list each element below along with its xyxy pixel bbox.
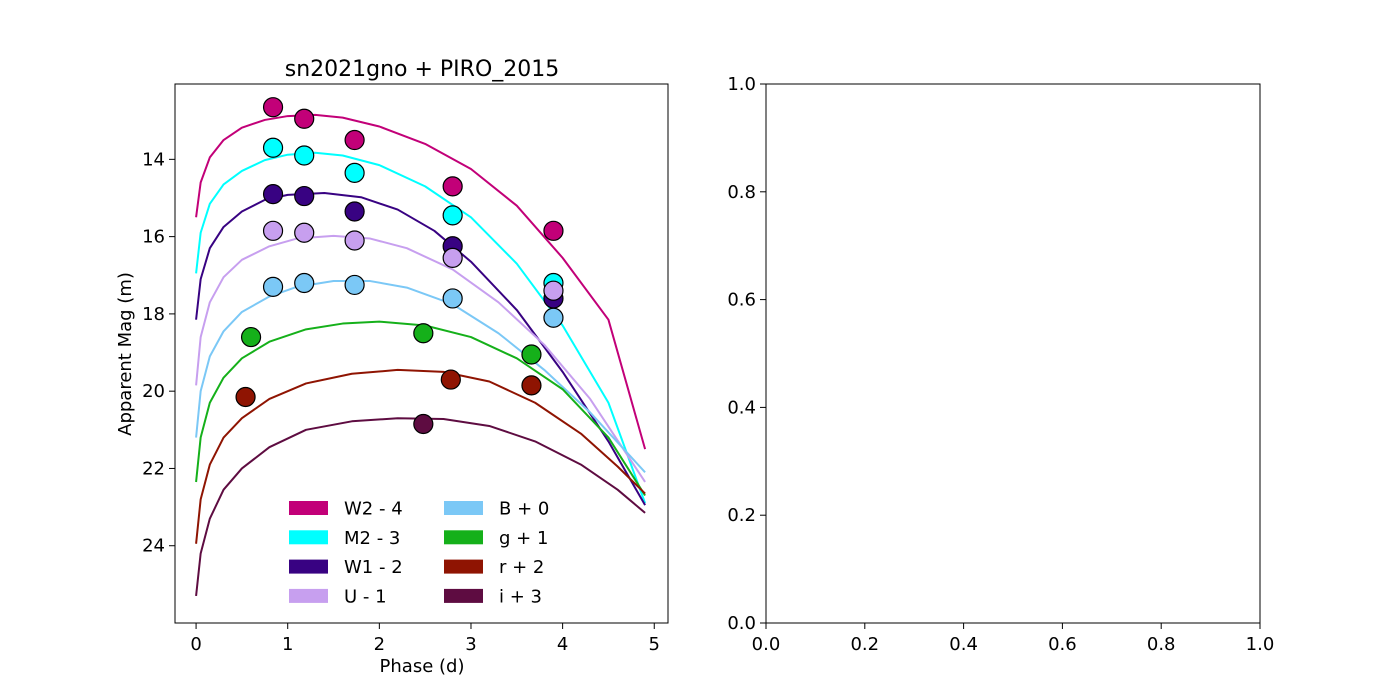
model-curve-1 [195, 113, 647, 450]
empty-axes-chart: 0.0 0.2 0.4 0.6 0.8 1.0 0.0 0.2 0.4 0.6 0.8 1.0 [727, 74, 1274, 655]
data-point-2-1 [262, 137, 284, 158]
y-tick-label: 16 [142, 227, 165, 248]
y-tick-label: 22 [142, 458, 165, 479]
x-axis-ticks-right: 0.0 0.2 0.4 0.6 0.8 1.0 [752, 623, 1275, 655]
y-tick-label: 1.0 [727, 74, 756, 95]
model-curve-4 [195, 234, 646, 483]
y-axis-ticks-right: 0.0 0.2 0.4 0.6 0.8 1.0 [727, 74, 766, 634]
data-point-7-3 [521, 375, 542, 396]
legend-swatch [444, 501, 483, 515]
x-tick-label: 0.2 [850, 634, 879, 655]
legend-label: W2 - 4 [344, 499, 403, 520]
x-tick-label: 0.8 [1147, 634, 1176, 655]
x-tick-label: 0.6 [1048, 634, 1077, 655]
x-tick-label: 4 [557, 634, 568, 655]
legend-swatch [444, 530, 483, 545]
data-point-2-3 [344, 162, 365, 183]
data-point-4-4 [442, 247, 463, 268]
data-point-6-1 [240, 326, 262, 348]
data-point-4-1 [262, 220, 284, 241]
chart-title: sn2021gno + PIRO_2015 [285, 57, 560, 82]
legend-label: B + 0 [499, 499, 549, 520]
data-point-3-2 [294, 185, 315, 207]
legend-swatch [444, 588, 483, 603]
x-tick-label: 0.4 [949, 634, 978, 655]
x-tick-label: 2 [374, 634, 385, 655]
legend-swatch [289, 501, 328, 515]
y-tick-label: 0.6 [727, 290, 756, 311]
y-tick-label: 0.2 [727, 505, 756, 526]
legend-swatch [289, 559, 328, 574]
light-curve-chart: sn2021gno + PIRO_2015 0 1 2 3 4 5 14 16 18 20 22 2… [115, 57, 669, 677]
model-curve-8 [195, 417, 646, 597]
model-curves [195, 113, 647, 597]
data-point-3-1 [262, 184, 284, 205]
data-point-1-2 [294, 108, 315, 129]
data-point-5-1 [262, 276, 284, 297]
data-point-5-4 [442, 288, 463, 309]
y-tick-label: 0.4 [727, 397, 756, 418]
data-point-1-3 [344, 129, 365, 151]
legend: W2 - 4 M2 - 3 W1 - 2 U - 1 B + 0 g + 1 r + 2 i … [289, 499, 549, 607]
x-tick-label: 5 [649, 634, 660, 655]
data-point-4-3 [344, 230, 365, 251]
data-point-5-3 [344, 274, 365, 296]
y-tick-label: 24 [142, 536, 165, 557]
plot-frame-left [174, 83, 669, 624]
y-tick-label: 20 [142, 381, 165, 402]
model-curve-7 [195, 368, 646, 544]
x-tick-label: 1.0 [1246, 634, 1275, 655]
y-axis-ticks: 14 16 18 20 22 24 [142, 149, 175, 557]
data-point-7-1 [235, 386, 256, 408]
data-point-7-2 [440, 369, 461, 390]
x-axis-label: Phase (d) [380, 656, 465, 677]
data-point-3-3 [344, 201, 365, 222]
x-tick-label: 1 [282, 634, 293, 655]
model-curve-2 [195, 151, 647, 504]
legend-label: M2 - 3 [344, 528, 400, 549]
legend-label: i + 3 [499, 586, 542, 607]
x-axis-ticks: 0 1 2 3 4 5 [190, 623, 660, 655]
data-point-6-3 [521, 344, 542, 365]
legend-label: r + 2 [499, 557, 544, 578]
legend-label: W1 - 2 [344, 557, 403, 578]
data-point-8-1 [413, 413, 434, 435]
data-point-1-4 [442, 176, 463, 197]
plot-frame-right [765, 83, 1261, 624]
y-tick-label: 18 [142, 304, 165, 325]
data-point-4-2 [294, 222, 315, 243]
data-point-5-5 [543, 307, 564, 328]
legend-label: U - 1 [344, 586, 387, 607]
y-axis-label: Apparent Mag (m) [115, 272, 136, 436]
model-curve-6 [195, 320, 646, 497]
x-tick-label: 0.0 [752, 634, 781, 655]
x-tick-label: 0 [190, 634, 201, 655]
data-point-1-5 [543, 220, 564, 241]
y-tick-label: 0.8 [727, 182, 756, 203]
data-point-2-4 [442, 205, 463, 226]
legend-label: g + 1 [499, 528, 548, 549]
y-tick-label: 14 [142, 149, 165, 170]
data-point-2-2 [294, 145, 315, 166]
observed-points [235, 97, 564, 435]
x-tick-label: 3 [465, 634, 476, 655]
legend-swatch [289, 588, 328, 603]
data-point-5-2 [294, 272, 315, 294]
y-tick-label: 0.0 [727, 613, 756, 634]
data-point-4-5 [543, 280, 564, 301]
data-point-6-2 [413, 323, 434, 344]
legend-swatch [289, 530, 328, 545]
data-point-1-1 [262, 97, 284, 118]
legend-swatch [444, 559, 483, 574]
